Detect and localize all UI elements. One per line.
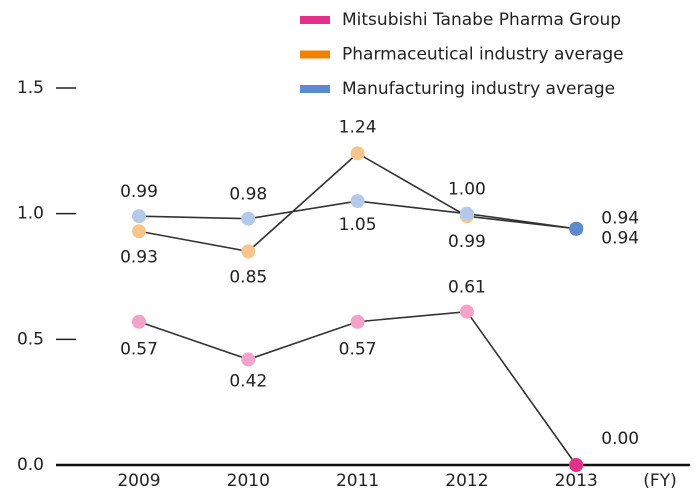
legend-swatch — [300, 16, 330, 24]
data-point — [241, 211, 256, 226]
data-label: 0.94 — [601, 209, 639, 229]
legend-swatch — [300, 85, 330, 93]
x-tick-label: 2009 — [117, 471, 160, 491]
x-tick-label: 2011 — [336, 471, 379, 491]
x-axis-label: (FY) — [643, 471, 676, 491]
data-label: 0.42 — [229, 371, 267, 391]
data-point — [132, 224, 146, 239]
data-point — [459, 304, 474, 319]
legend-label: Pharmaceutical industry average — [342, 45, 624, 65]
data-point — [459, 206, 474, 221]
data-point — [132, 209, 146, 224]
data-point — [241, 244, 256, 259]
data-point — [350, 146, 365, 161]
series-line — [138, 310, 577, 466]
data-point — [569, 458, 584, 472]
data-label: 0.57 — [120, 340, 158, 360]
data-point — [350, 314, 365, 329]
y-tick-label: 0.5 — [17, 329, 44, 349]
data-label: 0.98 — [229, 185, 267, 205]
data-label: 0.94 — [601, 229, 639, 249]
data-point — [350, 194, 365, 209]
y-tick-label: 0.0 — [17, 455, 44, 475]
data-label: 0.99 — [448, 232, 486, 252]
data-label: 0.93 — [120, 247, 158, 267]
x-tick-label: 2010 — [227, 471, 270, 491]
data-label: 0.85 — [229, 267, 267, 287]
data-label: 0.99 — [120, 182, 158, 202]
x-tick-label: 2013 — [555, 471, 598, 491]
data-label: 0.57 — [339, 340, 377, 360]
data-label: 1.05 — [339, 215, 377, 235]
data-point — [241, 352, 256, 367]
legend-label: Mitsubishi Tanabe Pharma Group — [342, 10, 621, 30]
data-label: 1.24 — [339, 117, 377, 137]
data-label: 0.61 — [448, 278, 486, 298]
legend-label: Manufacturing industry average — [342, 79, 615, 99]
y-tick-label: 1.5 — [17, 78, 44, 98]
y-tick-label: 1.0 — [17, 204, 44, 224]
data-label: 1.00 — [448, 180, 486, 200]
data-point — [132, 314, 146, 329]
data-label: 0.00 — [601, 429, 639, 449]
data-point — [569, 221, 584, 236]
x-tick-label: 2012 — [445, 471, 488, 491]
legend-swatch — [300, 50, 330, 59]
